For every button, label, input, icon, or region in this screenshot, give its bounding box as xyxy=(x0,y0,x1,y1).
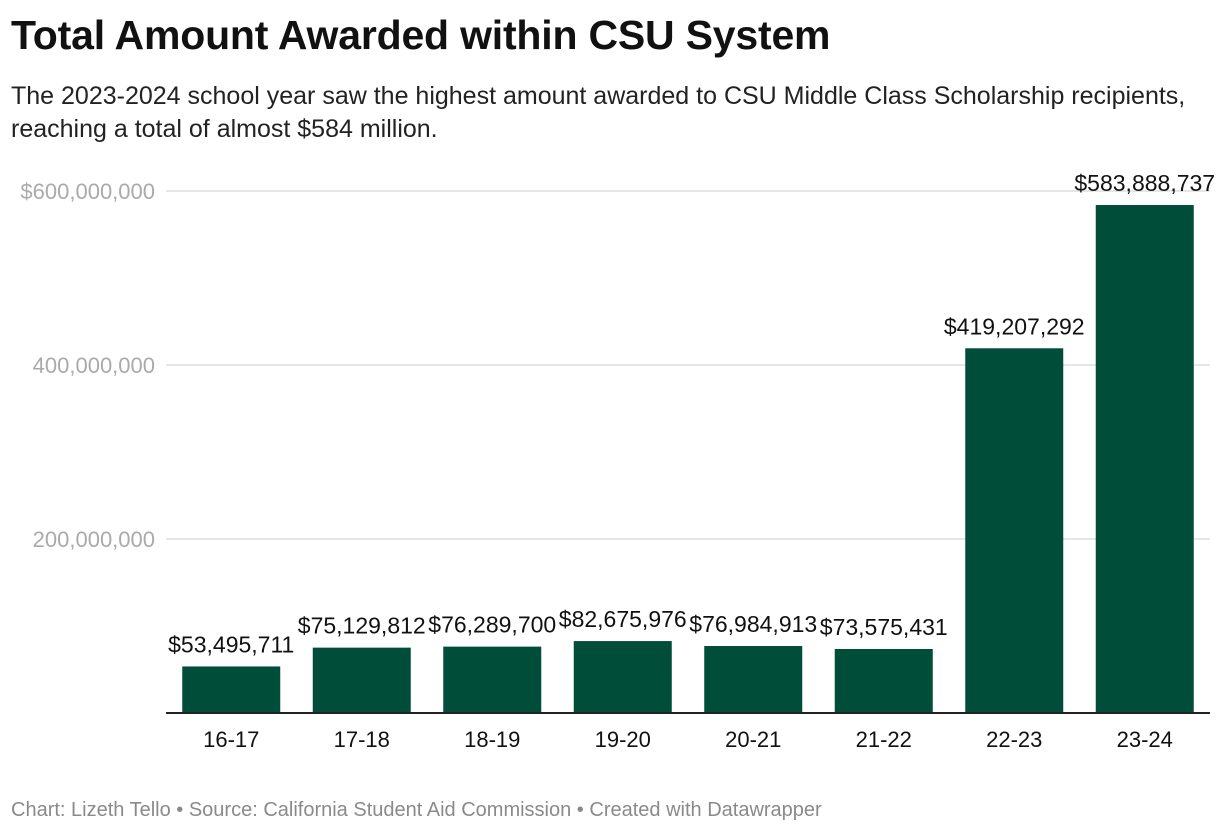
bar-value-label: $419,207,292 xyxy=(944,313,1085,339)
bar xyxy=(312,647,411,713)
bar xyxy=(573,641,672,713)
y-tick-label: 400,000,000 xyxy=(33,353,155,378)
x-tick-label: 21-22 xyxy=(856,727,912,752)
x-tick-label: 17-18 xyxy=(334,727,390,752)
x-tick-label: 22-23 xyxy=(986,727,1042,752)
bar-value-label: $583,888,737 xyxy=(1074,170,1215,196)
x-tick-label: 19-20 xyxy=(595,727,651,752)
chart-title: Total Amount Awarded within CSU System xyxy=(11,12,831,58)
y-tick-label: $600,000,000 xyxy=(20,179,155,204)
bar-value-label: $76,984,913 xyxy=(689,611,817,637)
bar xyxy=(834,648,933,713)
footer-tool: Created with Datawrapper xyxy=(589,799,822,821)
footer-separator: • xyxy=(571,799,590,821)
bar-value-label: $82,675,976 xyxy=(559,606,687,632)
bar-chart: 200,000,000 400,000,000 $600,000,000 $53,49… xyxy=(20,170,1215,752)
y-tick-label: 200,000,000 xyxy=(33,527,155,552)
bar-value-label: $53,495,711 xyxy=(168,631,294,657)
bar xyxy=(182,666,281,713)
x-tick-label: 16-17 xyxy=(203,727,259,752)
bar-value-label: $73,575,431 xyxy=(820,614,948,640)
footer-credit: Chart: Lizeth Tello xyxy=(11,799,171,821)
x-tick-label: 20-21 xyxy=(725,727,781,752)
x-tick-label: 23-24 xyxy=(1117,727,1173,752)
footer-separator: • xyxy=(170,799,189,821)
bar xyxy=(443,646,542,713)
bar-value-label: $76,289,700 xyxy=(428,612,556,638)
bar-value-label: $75,129,812 xyxy=(298,613,426,639)
chart-subtitle: The 2023-2024 school year saw the highes… xyxy=(11,82,1186,143)
x-tick-label: 18-19 xyxy=(464,727,520,752)
chart-footer: Chart: Lizeth Tello • Source: California… xyxy=(11,796,822,824)
bar xyxy=(965,348,1064,713)
bar xyxy=(704,646,803,713)
bar xyxy=(1095,205,1194,714)
footer-source: Source: California Student Aid Commissio… xyxy=(188,799,572,821)
